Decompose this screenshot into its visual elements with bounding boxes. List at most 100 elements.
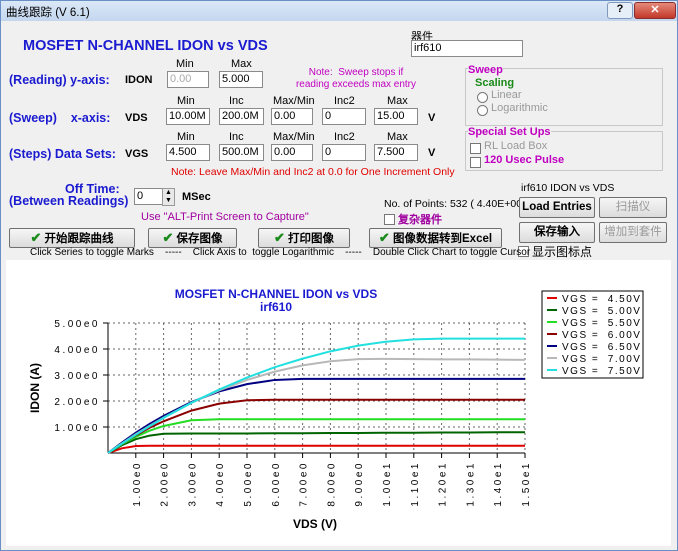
spin-arrows[interactable]: ▲ ▼ [162,188,175,206]
x-tick-label: 5.00e0 [243,461,254,507]
col-header: Inc [229,95,244,107]
y-tick-label: 2.00e0 [54,397,100,408]
col-header: Max/Min [273,95,315,107]
legend-label: VGS = 7.00V [562,354,641,365]
y-tick-label: 4.00e0 [54,345,100,356]
button-label: 图像数据转到Excel [393,233,493,245]
chart-title: MOSFET N-CHANNEL IDON vs VDS [175,287,377,301]
input[interactable]: 15.00 [374,108,418,125]
y-axis-label: IDON (A) [28,363,42,413]
heading: MOSFET N-CHANNEL IDON vs VDS [23,38,268,54]
checkbox-label: RL Load Box [484,140,548,152]
radio-label: Logarithmic [491,102,548,114]
x-tick-label: 3.00e0 [187,461,198,507]
group-title: Special Set Ups [468,126,551,138]
checkbox[interactable] [470,143,481,154]
input[interactable]: 500.0M [219,144,264,161]
legend-label: VGS = 7.50V [562,366,641,377]
help-button[interactable]: ? [607,2,633,19]
checkbox-label: 显示图标点 [532,245,593,259]
button-label: 保存图像 [176,233,223,245]
legend-label: VGS = 4.50V [562,294,641,305]
legend-box [541,290,644,379]
x-tick-label: 1.30e1 [465,461,476,507]
points: No. of Points: 532 ( 4.40E+00) [384,198,526,210]
checkbox[interactable] [518,246,529,257]
window-title: 曲线跟踪 (V 6.1) [6,7,90,19]
checkbox[interactable] [470,157,481,168]
col-header: Max/Min [273,131,315,143]
input[interactable]: 0.00 [271,108,313,125]
series-line [107,337,525,454]
unit: V [428,147,436,159]
radio[interactable] [477,105,488,116]
row-name: VDS [125,112,148,124]
x-tick-label: 1.50e1 [521,461,532,507]
device-input[interactable]: irf610 [411,40,523,57]
col-header: Max [387,131,408,143]
x-tick-label: 1.40e1 [493,461,504,507]
group-title: Scaling [475,77,515,89]
checkbox-label: 120 Usec Pulse [484,154,565,166]
checkbox[interactable] [384,214,395,225]
series-line [107,431,525,454]
note: Note: Leave Max/Min and Inc2 at 0.0 for … [171,166,455,178]
hint: Use "ALT-Print Screen to Capture" [141,211,309,223]
input[interactable]: 4.500 [166,144,210,161]
sweep-group [465,68,663,126]
x-tick-label: 2.00e0 [160,461,171,507]
button[interactable]: ✔ 打印图像 [258,228,350,248]
spinner[interactable]: 0 [134,188,164,205]
x-tick-label: 1.20e1 [438,461,449,507]
input[interactable]: 5.000 [219,71,263,88]
input[interactable]: 0.00 [167,71,209,88]
close-button[interactable]: ✕ [634,2,676,19]
note: reading exceeds max entry [295,79,417,90]
chart: MOSFET N-CHANNEL IDON vs VDS irf610 VDS … [6,260,671,546]
radio-label: Linear [491,89,522,101]
col-header: Min [177,131,195,143]
input[interactable]: 0 [322,108,366,125]
x-tick-label: 9.00e0 [354,461,365,507]
series-line [107,444,525,454]
unit: V [428,112,436,124]
col-header: Inc2 [334,131,355,143]
row-label: (Steps) Data Sets: [9,147,116,161]
x-axis-label: VDS (V) [293,517,337,531]
input[interactable]: 0.00 [271,144,313,161]
input[interactable]: 7.500 [374,144,418,161]
input[interactable]: 0 [322,144,366,161]
series-line [107,398,525,454]
button[interactable]: ✔ 保存图像 [148,228,237,248]
series-line [107,357,526,454]
input[interactable]: 200.0M [219,108,264,125]
x-tick-label: 1.10e1 [410,461,421,507]
button-label: 开始跟踪曲线 [44,233,114,245]
col-header: Max [231,58,252,70]
series-line [107,418,525,454]
hint: Click Series to toggle Marks ----- Click… [30,247,531,258]
chart-name: irf610 IDON vs VDS [521,182,615,194]
button[interactable]: 扫描仪 [599,197,667,218]
row-label: (Sweep) x-axis: [9,111,111,125]
input[interactable]: 10.00M [166,108,210,125]
x-tick-label: 6.00e0 [271,461,282,507]
button[interactable]: 保存输入 [519,222,595,243]
x-tick-label: 4.00e0 [215,461,226,507]
unit: MSec [182,191,211,203]
col-header: Min [177,95,195,107]
row-name: VGS [125,148,149,160]
legend-label: VGS = 5.50V [562,318,641,329]
button-label: 打印图像 [288,233,335,245]
button[interactable]: Load Entries [519,197,595,218]
button[interactable]: ✔ 图像数据转到Excel [369,228,502,248]
legend-label: VGS = 6.50V [562,342,641,353]
button[interactable]: 增加到套件 [599,222,667,243]
radio[interactable] [477,92,488,103]
x-tick-label: 7.00e0 [299,461,310,507]
row-label: (Reading) y-axis: [9,73,110,87]
label: Off Time: [65,182,120,196]
col-header: Inc [229,131,244,143]
button[interactable]: ✔ 开始跟踪曲线 [9,228,135,248]
